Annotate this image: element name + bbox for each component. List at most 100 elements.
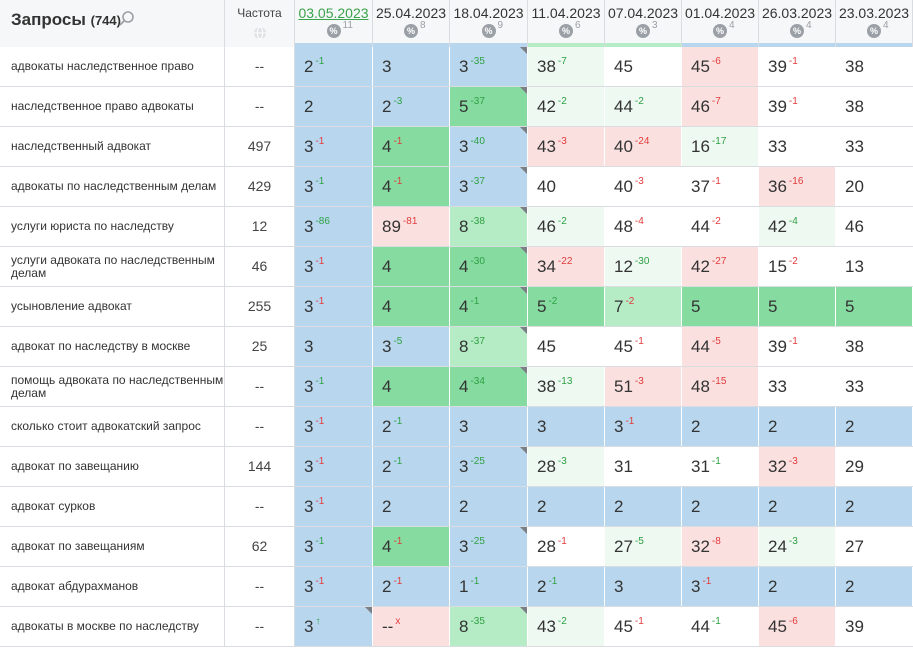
position-cell[interactable]: 38 [836,87,913,126]
position-cell[interactable]: 2 -1 [373,407,450,446]
position-cell[interactable]: 45 -6 [682,47,759,86]
position-cell[interactable]: 27 [836,527,913,566]
query-cell[interactable]: адвокат по завещанию [0,447,225,486]
search-icon[interactable] [118,10,136,28]
query-cell[interactable]: адвокат абдурахманов [0,567,225,606]
position-cell[interactable]: 5 -37 [450,87,528,126]
query-cell[interactable]: услуги адвоката по наследственным делам [0,247,225,286]
query-cell[interactable]: адвокат сурков [0,487,225,526]
position-cell[interactable]: 33 [759,367,836,406]
query-cell[interactable]: адвокат по завещаниям [0,527,225,566]
position-cell[interactable]: 45 [605,47,682,86]
position-cell[interactable]: 15 -2 [759,247,836,286]
position-cell[interactable]: 2 [759,567,836,606]
position-cell[interactable]: 38 -13 [528,367,605,406]
position-cell[interactable]: 2 -1 [373,447,450,486]
date-column-header[interactable]: 26.03.2023% 4 [759,0,836,47]
position-cell[interactable]: 3 -1 [295,447,373,486]
position-cell[interactable]: 33 [836,367,913,406]
position-cell[interactable]: 12 -30 [605,247,682,286]
query-cell[interactable]: помощь адвоката по наследственным делам [0,367,225,406]
queries-header[interactable]: Запросы (744) [0,0,225,47]
percent-icon[interactable]: % 4 [790,20,812,38]
date-column-header[interactable]: 23.03.2023% 4 [836,0,913,47]
position-cell[interactable]: 3 -1 [295,167,373,206]
percent-icon[interactable]: % 3 [636,20,658,38]
position-cell[interactable]: 5 [759,287,836,326]
position-cell[interactable]: 37 -1 [682,167,759,206]
query-cell[interactable]: наследственный адвокат [0,127,225,166]
position-cell[interactable]: 3 -1 [295,287,373,326]
position-cell[interactable]: 13 [836,247,913,286]
percent-icon[interactable]: % 11 [326,20,353,38]
position-cell[interactable]: 44 -2 [682,207,759,246]
position-cell[interactable]: 3 [528,407,605,446]
position-cell[interactable]: 3 -1 [605,407,682,446]
position-cell[interactable]: 45 -1 [605,607,682,646]
position-cell[interactable]: 3 [605,567,682,606]
position-cell[interactable]: 38 [836,327,913,366]
position-cell[interactable]: 3 -1 [295,367,373,406]
position-cell[interactable]: 4 -1 [373,127,450,166]
position-cell[interactable]: 2 [682,487,759,526]
position-cell[interactable]: 2 [759,407,836,446]
position-cell[interactable]: 2 [373,487,450,526]
position-cell[interactable]: 2 [682,407,759,446]
position-cell[interactable]: 8 -38 [450,207,528,246]
position-cell[interactable]: 38 [836,47,913,86]
position-cell[interactable]: 3 ↑ [295,607,373,646]
position-cell[interactable]: 3 [450,407,528,446]
position-cell[interactable]: 4 -1 [450,287,528,326]
position-cell[interactable]: 3 -5 [373,327,450,366]
position-cell[interactable]: 1 -1 [450,567,528,606]
position-cell[interactable]: 20 [836,167,913,206]
position-cell[interactable]: 3 -35 [450,47,528,86]
position-cell[interactable]: 4 -34 [450,367,528,406]
position-cell[interactable]: 45 [528,327,605,366]
position-cell[interactable]: 39 -1 [759,327,836,366]
position-cell[interactable]: 48 -4 [605,207,682,246]
position-cell[interactable]: 27 -5 [605,527,682,566]
position-cell[interactable]: 3 -25 [450,447,528,486]
position-cell[interactable]: 3 [373,47,450,86]
position-cell[interactable]: 39 -1 [759,47,836,86]
date-column-header[interactable]: 03.05.2023% 11 [295,0,373,47]
position-cell[interactable]: 43 -2 [528,607,605,646]
position-cell[interactable]: 2 [836,487,913,526]
position-cell[interactable]: 39 -1 [759,87,836,126]
position-cell[interactable]: 46 -2 [528,207,605,246]
position-cell[interactable]: 46 [836,207,913,246]
position-cell[interactable]: 40 [528,167,605,206]
position-cell[interactable]: 31 [605,447,682,486]
position-cell[interactable]: 4 [373,287,450,326]
position-cell[interactable]: 4 -1 [373,167,450,206]
frequency-header[interactable]: Частота [225,0,295,47]
position-cell[interactable]: 3 -1 [295,567,373,606]
position-cell[interactable]: 2 [836,567,913,606]
position-cell[interactable]: 40 -3 [605,167,682,206]
query-cell[interactable]: наследственное право адвокаты [0,87,225,126]
position-cell[interactable]: 44 -2 [605,87,682,126]
query-cell[interactable]: адвокаты в москве по наследству [0,607,225,646]
position-cell[interactable]: 3 -40 [450,127,528,166]
query-cell[interactable]: адвокаты наследственное право [0,47,225,86]
position-cell[interactable]: 31 -1 [682,447,759,486]
position-cell[interactable]: 32 -3 [759,447,836,486]
position-cell[interactable]: 2 -1 [528,567,605,606]
position-cell[interactable]: 3 -1 [295,527,373,566]
position-cell[interactable]: 4 -30 [450,247,528,286]
position-cell[interactable]: 4 [373,247,450,286]
position-cell[interactable]: 44 -1 [682,607,759,646]
position-cell[interactable]: 32 -8 [682,527,759,566]
position-cell[interactable]: 46 -7 [682,87,759,126]
position-cell[interactable]: 48 -15 [682,367,759,406]
position-cell[interactable]: 5 [682,287,759,326]
position-cell[interactable]: 42 -4 [759,207,836,246]
position-cell[interactable]: 44 -5 [682,327,759,366]
position-cell[interactable]: 2 -3 [373,87,450,126]
query-cell[interactable]: услуги юриста по наследству [0,207,225,246]
position-cell[interactable]: 4 [373,367,450,406]
position-cell[interactable]: 51 -3 [605,367,682,406]
position-cell[interactable]: 3 -86 [295,207,373,246]
percent-icon[interactable]: % 4 [867,20,889,38]
